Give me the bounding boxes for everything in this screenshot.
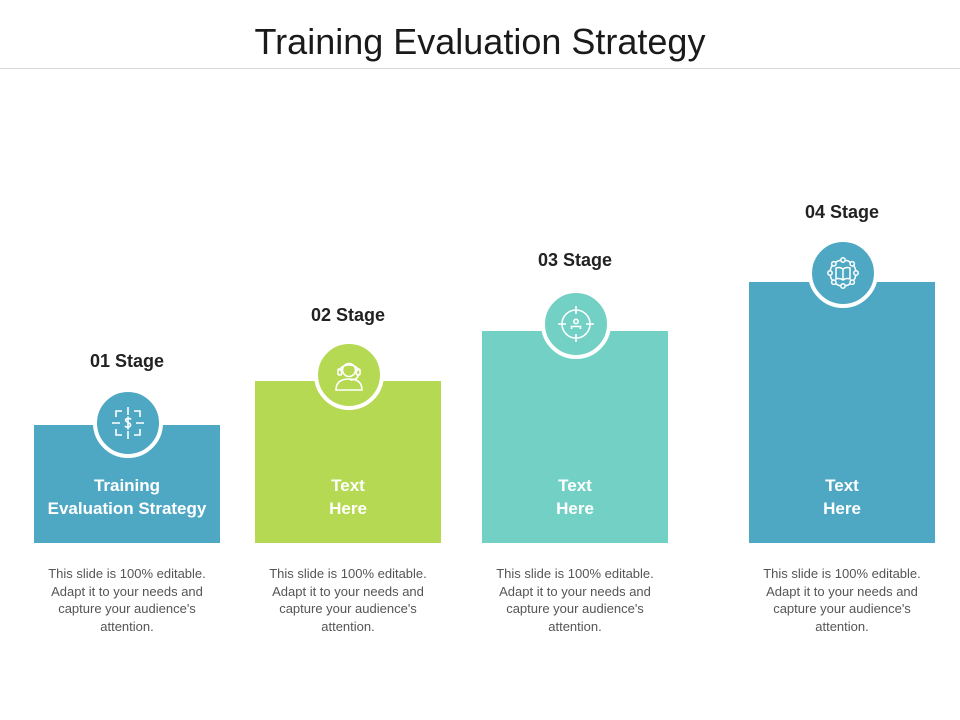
stage-2-text: Text Here [255, 474, 441, 520]
stage-2-description: This slide is 100% editable. Adapt it to… [269, 566, 427, 634]
stage-1-description: This slide is 100% editable. Adapt it to… [48, 566, 206, 634]
stage-1-text-line1: Training [93, 476, 161, 495]
stage-1-icon-circle [93, 388, 163, 458]
stage-1-text-line2: Evaluation Strategy [47, 499, 207, 518]
stage-4-label: 04 Stage [804, 202, 880, 222]
stage-4-text-line2: Here [823, 499, 861, 518]
stage-1-text: Training Evaluation Strategy [34, 474, 220, 520]
stage-2-label: 02 Stage [310, 305, 386, 325]
stage-2-icon-circle [314, 340, 384, 410]
stage-3-label: 03 Stage [537, 250, 613, 270]
stage-1-label: 01 Stage [89, 351, 165, 371]
stage-4-icon-circle [808, 238, 878, 308]
stage-3-description: This slide is 100% editable. Adapt it to… [496, 566, 654, 634]
slide-title: Training Evaluation Strategy [254, 21, 706, 62]
target-dollar-icon [112, 407, 144, 439]
stage-3-text-line2: Here [556, 499, 594, 518]
stage-4-text: Text Here [749, 474, 935, 520]
stage-3-text: Text Here [482, 474, 668, 520]
stage-4-text-line1: Text [825, 476, 859, 495]
stage-2-text-line1: Text [331, 476, 365, 495]
stage-3-text-line1: Text [558, 476, 592, 495]
title-divider [0, 68, 960, 69]
stage-4-bar [749, 282, 935, 543]
crosshair-user-icon [558, 306, 594, 342]
stage-3-bar [482, 331, 668, 543]
headset-agent-icon [335, 362, 363, 391]
stage-3-icon-circle [541, 289, 611, 359]
book-network-icon [827, 257, 859, 289]
stage-2-text-line2: Here [329, 499, 367, 518]
stage-4-description: This slide is 100% editable. Adapt it to… [763, 566, 921, 634]
